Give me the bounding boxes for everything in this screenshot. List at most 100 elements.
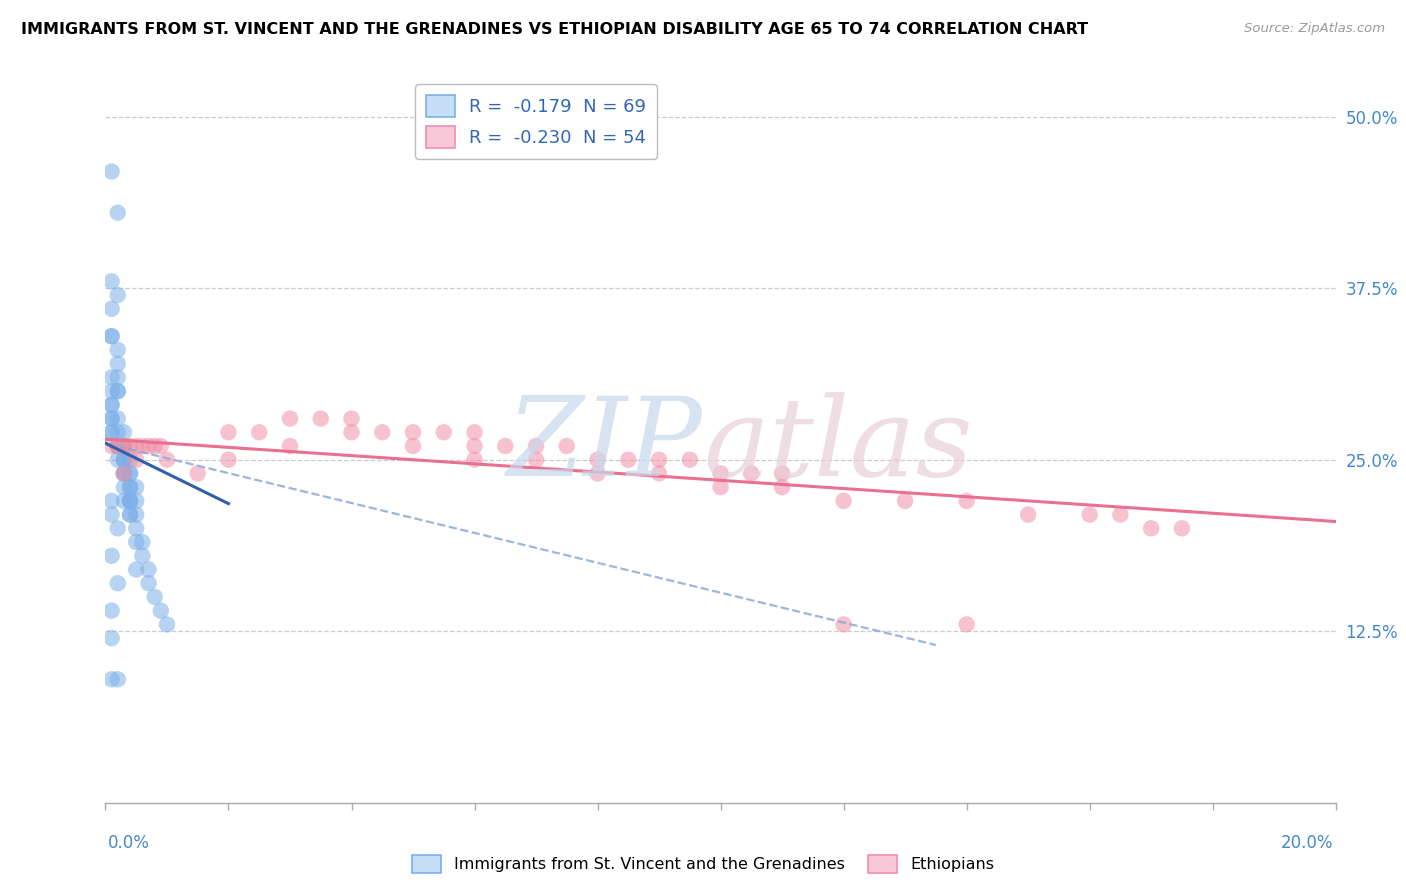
Point — [107, 439, 129, 453]
Point — [120, 452, 141, 467]
Point — [125, 562, 148, 576]
Point — [112, 439, 135, 453]
Point — [131, 439, 153, 453]
Point — [112, 439, 135, 453]
Point — [120, 494, 141, 508]
Point — [112, 452, 135, 467]
Point — [617, 452, 640, 467]
Point — [1171, 521, 1194, 535]
Point — [131, 535, 153, 549]
Point — [149, 604, 172, 618]
Point — [100, 494, 122, 508]
Point — [138, 576, 160, 591]
Point — [107, 205, 129, 219]
Point — [309, 411, 332, 425]
Point — [125, 480, 148, 494]
Point — [1017, 508, 1039, 522]
Point — [107, 521, 129, 535]
Point — [187, 467, 209, 481]
Point — [138, 439, 160, 453]
Point — [125, 452, 148, 467]
Point — [100, 425, 122, 440]
Point — [100, 329, 122, 343]
Point — [100, 411, 122, 425]
Point — [107, 439, 129, 453]
Point — [1109, 508, 1132, 522]
Text: Source: ZipAtlas.com: Source: ZipAtlas.com — [1244, 22, 1385, 36]
Point — [107, 384, 129, 398]
Point — [112, 452, 135, 467]
Text: IMMIGRANTS FROM ST. VINCENT AND THE GRENADINES VS ETHIOPIAN DISABILITY AGE 65 TO: IMMIGRANTS FROM ST. VINCENT AND THE GREN… — [21, 22, 1088, 37]
Point — [1140, 521, 1163, 535]
Point — [586, 467, 609, 481]
Point — [894, 494, 917, 508]
Point — [107, 411, 129, 425]
Point — [112, 467, 135, 481]
Text: atlas: atlas — [703, 392, 973, 500]
Point — [371, 425, 394, 440]
Point — [340, 425, 363, 440]
Point — [100, 370, 122, 384]
Point — [125, 494, 148, 508]
Point — [100, 398, 122, 412]
Legend: R =  -0.179  N = 69, R =  -0.230  N = 54: R = -0.179 N = 69, R = -0.230 N = 54 — [415, 84, 657, 159]
Point — [120, 494, 141, 508]
Point — [770, 480, 793, 494]
Point — [464, 425, 486, 440]
Point — [120, 467, 141, 481]
Point — [131, 549, 153, 563]
Point — [143, 439, 166, 453]
Point — [100, 604, 122, 618]
Point — [107, 452, 129, 467]
Point — [112, 452, 135, 467]
Point — [494, 439, 516, 453]
Point — [100, 384, 122, 398]
Point — [112, 480, 135, 494]
Point — [107, 370, 129, 384]
Point — [770, 467, 793, 481]
Point — [107, 384, 129, 398]
Point — [100, 274, 122, 288]
Point — [278, 411, 301, 425]
Point — [100, 549, 122, 563]
Point — [149, 439, 172, 453]
Point — [107, 425, 129, 440]
Legend: Immigrants from St. Vincent and the Grenadines, Ethiopians: Immigrants from St. Vincent and the Gren… — [406, 848, 1000, 880]
Point — [143, 590, 166, 604]
Point — [107, 576, 129, 591]
Point — [832, 617, 855, 632]
Point — [112, 439, 135, 453]
Point — [586, 452, 609, 467]
Point — [125, 508, 148, 522]
Point — [120, 480, 141, 494]
Point — [100, 411, 122, 425]
Point — [1078, 508, 1101, 522]
Point — [402, 425, 425, 440]
Point — [120, 480, 141, 494]
Point — [107, 288, 129, 302]
Point — [112, 467, 135, 481]
Point — [832, 494, 855, 508]
Point — [402, 439, 425, 453]
Point — [100, 425, 122, 440]
Point — [648, 467, 671, 481]
Point — [107, 673, 129, 687]
Point — [218, 452, 240, 467]
Point — [679, 452, 702, 467]
Point — [956, 617, 979, 632]
Point — [125, 521, 148, 535]
Point — [120, 508, 141, 522]
Point — [120, 467, 141, 481]
Point — [278, 439, 301, 453]
Point — [112, 467, 135, 481]
Point — [100, 301, 122, 316]
Text: 0.0%: 0.0% — [108, 834, 150, 852]
Point — [433, 425, 456, 440]
Point — [340, 411, 363, 425]
Point — [100, 439, 122, 453]
Point — [524, 439, 547, 453]
Point — [100, 329, 122, 343]
Point — [120, 439, 141, 453]
Point — [120, 508, 141, 522]
Point — [120, 494, 141, 508]
